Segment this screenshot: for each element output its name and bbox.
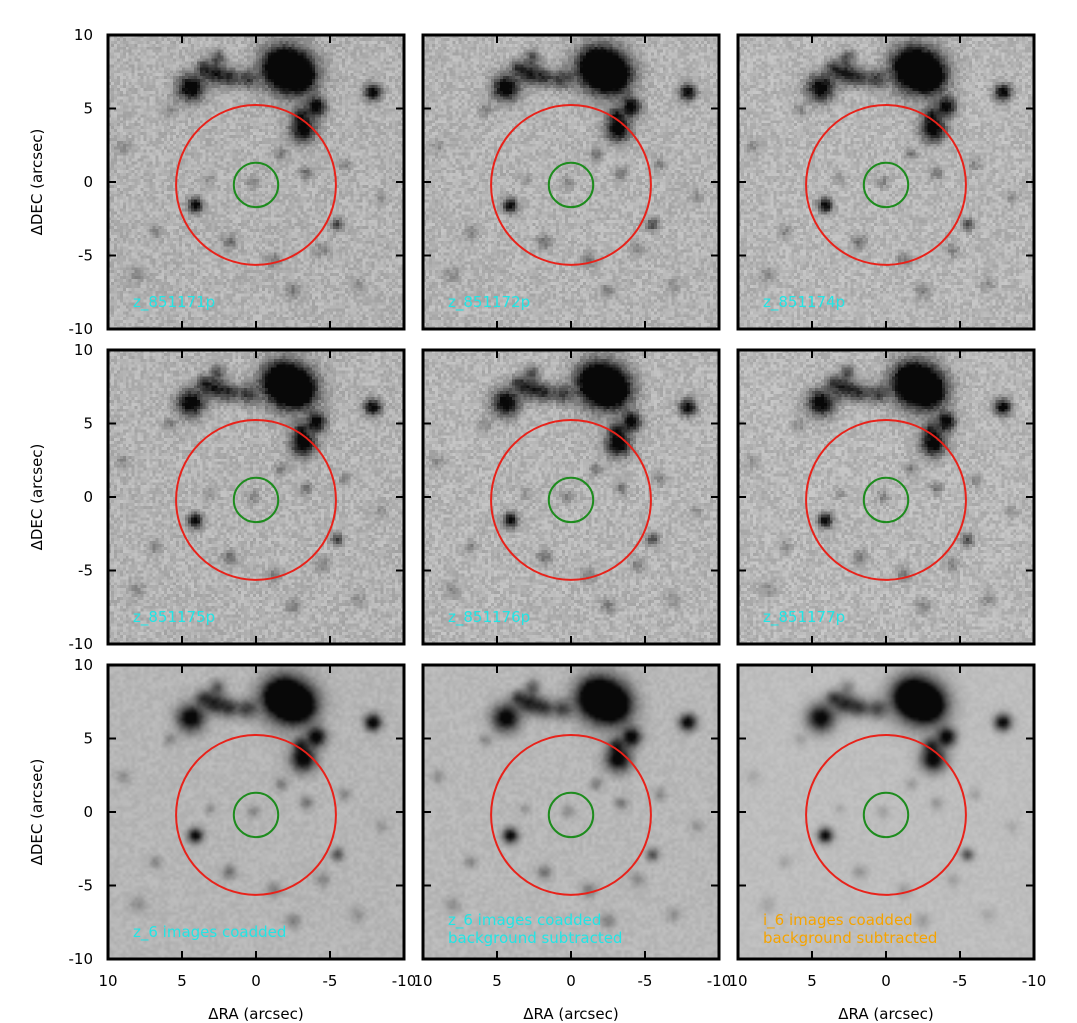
y-axis-label: ΔDEC (arcsec) [28, 129, 46, 236]
panel-label: z_851172p [448, 293, 530, 312]
panel-label: background subtracted [448, 929, 622, 947]
aperture-circle-large [805, 104, 967, 266]
aperture-circle-large [175, 104, 337, 266]
y-tick-label: -10 [69, 950, 94, 968]
image-panel: z_851176p [421, 348, 721, 646]
panel-label: z_851171p [133, 293, 215, 312]
aperture-circle-small [547, 791, 595, 839]
stamp-image [108, 35, 404, 329]
y-tick-label: -5 [78, 562, 93, 580]
y-tick-label: 0 [83, 173, 93, 191]
aperture-circle-small [862, 476, 910, 524]
x-axis-label: ΔRA (arcsec) [208, 1005, 303, 1023]
y-axis-label: ΔDEC (arcsec) [28, 444, 46, 551]
stamp-image [423, 665, 719, 959]
y-tick-label: 10 [74, 341, 93, 359]
y-tick-label: 5 [83, 730, 93, 748]
panel-label: z_851175p [133, 608, 215, 627]
aperture-circle-large [490, 104, 652, 266]
aperture-circle-large [175, 734, 337, 896]
aperture-circle-small [232, 476, 280, 524]
aperture-circle-large [490, 419, 652, 581]
aperture-circle-large [490, 734, 652, 896]
panel-label: z_6 images coadded [133, 923, 286, 942]
panel-label: z_851174p [763, 293, 845, 312]
panel-label: z_6 images coadded [448, 911, 601, 930]
image-panel: z_851177p [736, 348, 1036, 646]
x-tick-label: 0 [566, 972, 576, 990]
x-tick-label: 5 [492, 972, 502, 990]
aperture-circle-small [862, 791, 910, 839]
panel-label: z_851177p [763, 608, 845, 627]
x-tick-label: 5 [807, 972, 817, 990]
stamp-image [738, 35, 1034, 329]
x-tick-label: 10 [413, 972, 432, 990]
panel-label: z_851176p [448, 608, 530, 627]
image-panel: z_851174p [736, 33, 1036, 331]
y-tick-label: -5 [78, 877, 93, 895]
aperture-circle-small [862, 161, 910, 209]
image-panel: z_6 images coadded [106, 663, 406, 961]
x-tick-label: -5 [953, 972, 968, 990]
x-tick-label: -10 [707, 972, 732, 990]
aperture-circle-small [232, 161, 280, 209]
stamp-image [108, 665, 404, 959]
x-tick-label: 0 [251, 972, 261, 990]
image-panel: z_851175p [106, 348, 406, 646]
y-tick-label: 10 [74, 26, 93, 44]
y-axis-label: ΔDEC (arcsec) [28, 759, 46, 866]
y-tick-label: 0 [83, 488, 93, 506]
x-tick-label: 10 [728, 972, 747, 990]
x-tick-label: -10 [1022, 972, 1047, 990]
stamp-image [423, 350, 719, 644]
y-tick-label: 5 [83, 415, 93, 433]
x-tick-label: 5 [177, 972, 187, 990]
aperture-circle-small [547, 476, 595, 524]
x-axis-label: ΔRA (arcsec) [523, 1005, 618, 1023]
x-tick-label: 0 [881, 972, 891, 990]
y-tick-label: 5 [83, 100, 93, 118]
y-tick-label: 10 [74, 656, 93, 674]
panel-label: background subtracted [763, 929, 937, 947]
image-panel: z_851172p [421, 33, 721, 331]
x-axis-label: ΔRA (arcsec) [838, 1005, 933, 1023]
stamp-image [108, 350, 404, 644]
stamp-image [738, 350, 1034, 644]
x-tick-label: -10 [392, 972, 417, 990]
y-tick-label: 0 [83, 803, 93, 821]
aperture-circle-small [547, 161, 595, 209]
aperture-circle-large [805, 734, 967, 896]
image-panel: z_851171p [106, 33, 406, 331]
aperture-circle-large [175, 419, 337, 581]
x-tick-label: 10 [98, 972, 117, 990]
y-tick-label: -5 [78, 247, 93, 265]
aperture-circle-large [805, 419, 967, 581]
y-tick-label: -10 [69, 635, 94, 653]
stamp-image [738, 665, 1034, 959]
x-tick-label: -5 [323, 972, 338, 990]
aperture-circle-small [232, 791, 280, 839]
panel-label: i_6 images coadded [763, 911, 913, 930]
x-tick-label: -5 [638, 972, 653, 990]
y-tick-label: -10 [69, 320, 94, 338]
stamp-image [423, 35, 719, 329]
